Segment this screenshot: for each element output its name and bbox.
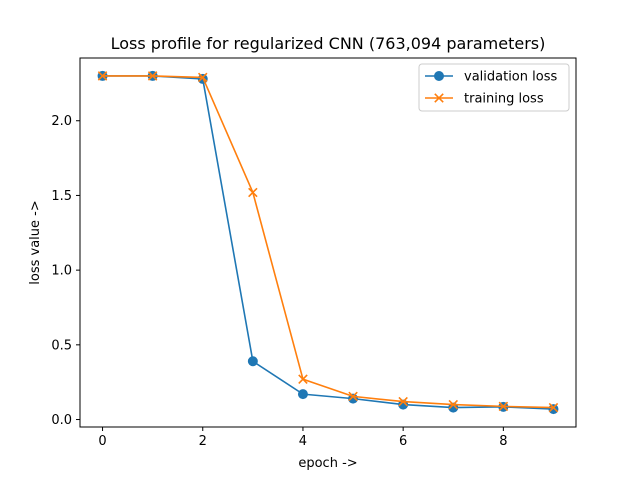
- y-tick-label-4: 2.0: [51, 114, 72, 129]
- legend-training-loss-marker: [434, 93, 444, 103]
- training-loss-point-1: [147, 71, 158, 81]
- training-loss-point-7: [448, 399, 459, 410]
- plot-frame: [79, 57, 577, 428]
- training-loss-point-6: [398, 396, 408, 407]
- training-loss-point-9: [548, 402, 559, 413]
- x-tick-label-3: 6: [399, 434, 407, 449]
- y-tick-label-0: 0.0: [51, 413, 72, 428]
- training-loss-point-4: [298, 374, 308, 384]
- legend-box: [418, 63, 570, 112]
- training-loss-point-8: [498, 401, 509, 412]
- x-axis-label: epoch ->: [298, 456, 357, 471]
- legend: validation loss training loss: [418, 63, 570, 112]
- x-tick-label-2: 4: [299, 434, 307, 449]
- chart-title: Loss profile for regularized CNN (763,09…: [111, 34, 546, 53]
- y-tick-label-1: 0.5: [51, 338, 72, 353]
- training-loss-point-0: [97, 71, 108, 81]
- training-loss-point-3: [248, 187, 258, 198]
- training-loss-point-5: [348, 391, 358, 402]
- y-tick-label-3: 1.5: [51, 189, 72, 204]
- training-loss-line: [102, 75, 554, 409]
- training-loss-point-2: [197, 72, 208, 83]
- legend-validation-loss-label: validation loss: [464, 70, 557, 85]
- x-tick-label-0: 0: [98, 434, 106, 449]
- plot-area: [97, 70, 559, 415]
- y-tick-label-2: 1.0: [51, 264, 72, 279]
- axis-ticks: 0 2 4 6 8 0.0 0.5 1.0 1.5 2.0: [51, 114, 507, 449]
- legend-training-loss-label: training loss: [464, 92, 544, 107]
- validation-loss-point-3: [247, 356, 258, 367]
- y-axis-label: loss value ->: [28, 200, 43, 284]
- validation-loss-point-9: [548, 404, 559, 415]
- legend-validation-loss-marker: [434, 71, 444, 81]
- x-tick-label-4: 8: [499, 434, 507, 449]
- x-tick-label-1: 2: [199, 434, 207, 449]
- validation-loss-point-4: [297, 389, 308, 400]
